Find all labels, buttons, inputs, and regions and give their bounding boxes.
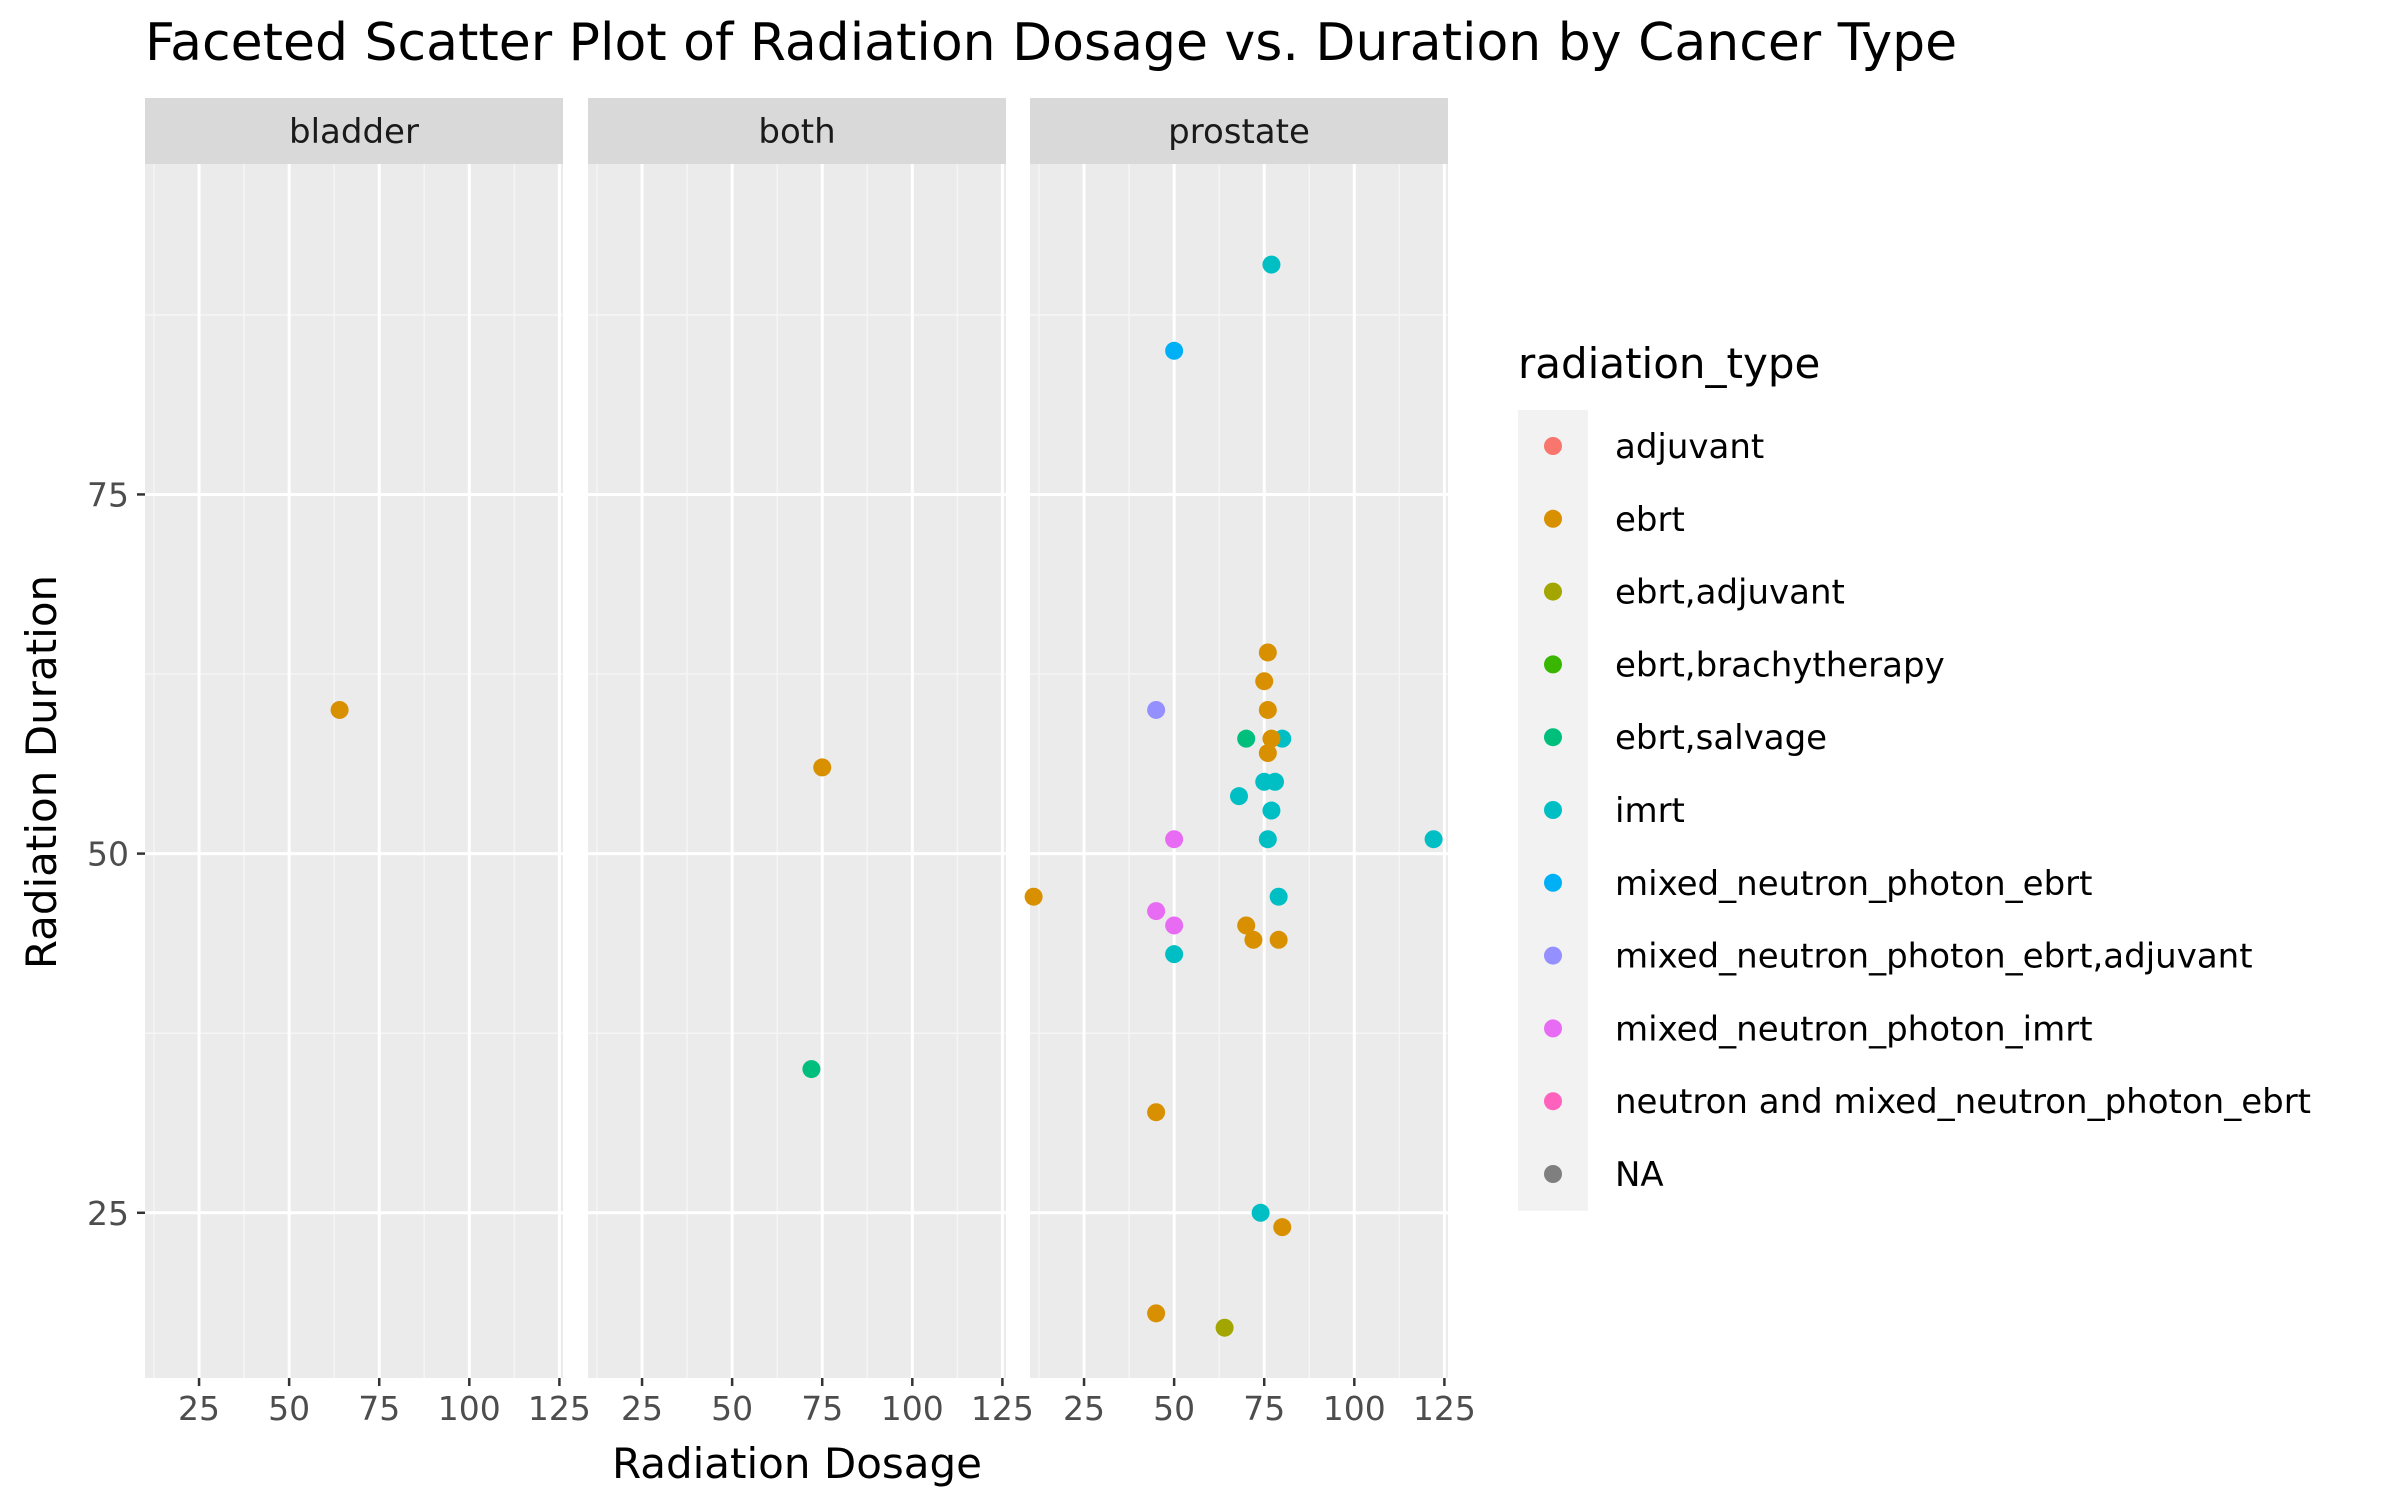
data-point [1273,1218,1292,1237]
legend-key [1544,509,1562,528]
data-point [1165,916,1184,935]
panel-background [588,164,1006,1378]
facet-strip-label: prostate [1168,112,1310,152]
x-tick-label: 75 [801,1389,843,1428]
data-point [1251,1203,1270,1222]
data-point [1230,787,1248,806]
legend-key [1544,1165,1562,1183]
legend-item-label: mixed_neutron_photon_ebrt [1615,864,2093,904]
legend-item-label: mixed_neutron_photon_imrt [1615,1009,2093,1049]
x-tick-label: 25 [1063,1389,1105,1428]
x-tick-label: 50 [711,1389,753,1428]
legend-item-label: imrt [1615,791,1685,831]
x-tick-label: 100 [1323,1389,1386,1428]
legend-item-label: ebrt,adjuvant [1615,573,1845,613]
data-point [1215,1318,1234,1337]
facet-panel-both: both 25 50 75 100 125 [588,98,1034,1428]
facet-strip-label: both [758,112,835,152]
legend-item-label: ebrt [1615,500,1685,540]
legend-key [1544,728,1562,747]
legend-key [1544,1019,1562,1038]
legend-key [1544,1092,1562,1111]
data-point [813,758,832,777]
chart-title: Faceted Scatter Plot of Radiation Dosage… [145,13,1957,73]
x-tick-label: 125 [1413,1389,1476,1428]
x-tick-label: 125 [971,1389,1034,1428]
data-point [1269,930,1288,949]
data-point [1244,930,1263,949]
x-tick-label: 100 [881,1389,944,1428]
facet-strip [145,98,563,164]
legend-key [1544,801,1562,819]
x-tick-label: 50 [268,1389,310,1428]
x-axis-title: Radiation Dosage [612,1439,982,1488]
facet-strip-label: bladder [289,112,419,152]
data-point [1258,700,1277,719]
data-point [1165,341,1184,360]
data-point [1165,945,1184,964]
data-point [1262,729,1281,748]
legend-item-label: mixed_neutron_photon_ebrt,adjuvant [1615,937,2253,977]
data-point [1165,830,1184,849]
legend-key [1544,655,1562,674]
data-point [1147,700,1166,719]
y-tick-label: 75 [87,475,129,514]
legend-item-label: ebrt,salvage [1615,718,1827,758]
x-tick-label: 25 [178,1389,220,1428]
x-tick-label: 125 [528,1389,591,1428]
data-point [1024,887,1043,906]
legend-title: radiation_type [1518,339,1820,388]
facet-panel-bladder: bladder 25 50 75 100 125 25 50 75 [87,98,591,1428]
data-point [1147,1304,1166,1323]
y-tick-label: 25 [87,1194,129,1233]
data-point [1258,643,1277,662]
data-point [330,700,349,719]
legend-key [1544,437,1562,455]
y-tick-label: 50 [87,835,129,874]
data-point [1237,729,1256,748]
legend: radiation_type adjuvant ebrt ebrt,adjuvant e… [1518,339,2311,1211]
data-point [1266,772,1285,791]
data-point [1258,830,1277,849]
data-point [1269,887,1288,906]
facet-strip [588,98,1006,164]
x-tick-label: 100 [438,1389,501,1428]
panel-background [1030,164,1448,1378]
facet-panels: bladder 25 50 75 100 125 25 50 75 both 25 50 75 100 12… [87,98,1476,1428]
facet-strip [1030,98,1448,164]
y-axis-title: Radiation Duration [17,575,66,969]
data-point [1147,902,1166,921]
facet-panel-prostate: prostate 25 50 75 100 125 [1024,98,1476,1428]
legend-key [1544,873,1562,892]
legend-item-label: adjuvant [1615,427,1764,467]
data-point [802,1060,821,1079]
legend-item-label: ebrt,brachytherapy [1615,645,1945,685]
data-point [1424,830,1443,849]
x-tick-label: 25 [621,1389,663,1428]
panel-background [145,164,563,1378]
legend-item-label: neutron and mixed_neutron_photon_ebrt [1615,1082,2311,1122]
x-tick-label: 75 [358,1389,400,1428]
x-tick-label: 75 [1243,1389,1285,1428]
data-point [1237,916,1256,935]
x-tick-label: 50 [1153,1389,1195,1428]
data-point [1262,801,1281,820]
data-point [1258,744,1277,763]
legend-key [1544,946,1562,965]
data-point [1262,255,1281,274]
legend-item-label: NA [1615,1155,1664,1195]
data-point [1147,1103,1166,1122]
data-point [1255,672,1274,691]
legend-key [1544,582,1562,601]
